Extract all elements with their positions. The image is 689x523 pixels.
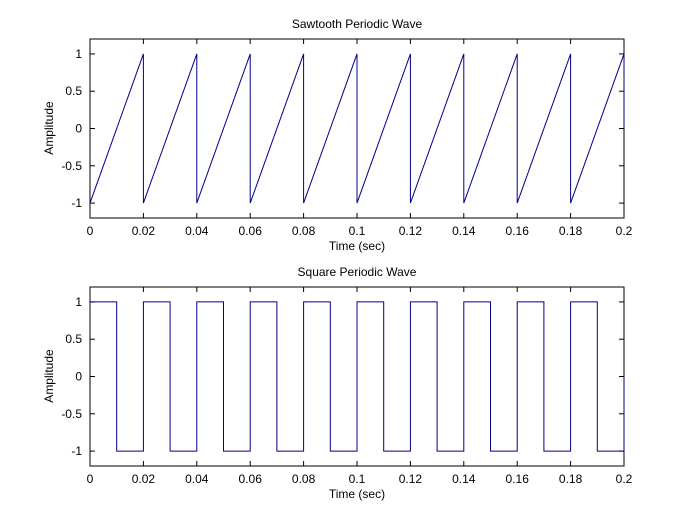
x-tick-label: 0.06 [239, 472, 263, 486]
sawtooth-ylabel: Amplitude [42, 101, 56, 155]
sawtooth-axes: 0 0.02 0.04 0.06 0.08 0.1 0.12 0.14 0.16 0.18 0.2 -… [61, 38, 633, 238]
x-tick-label: 0.14 [452, 224, 476, 238]
x-tick-label: 0.2 [616, 224, 633, 238]
x-tick-label: 0.08 [292, 472, 316, 486]
x-tick-label: 0.04 [185, 472, 209, 486]
y-tick-label: -0.5 [61, 407, 82, 421]
y-tick-label: 0 [75, 370, 82, 384]
y-tick-label: -1 [71, 196, 82, 210]
square-title: Square Periodic Wave [298, 265, 417, 279]
x-tick-label: 0.02 [132, 224, 156, 238]
x-tick-label: 0.18 [559, 472, 583, 486]
subplot-sawtooth: Sawtooth Periodic Wave Time (sec) Amplit… [42, 17, 633, 253]
x-tick-label: 0.04 [185, 224, 209, 238]
x-tick-label: 0.12 [399, 224, 423, 238]
square-xlabel: Time (sec) [329, 487, 385, 501]
x-tick-label: 0.02 [132, 472, 156, 486]
y-tick-label: -0.5 [61, 159, 82, 173]
sawtooth-series-line [89, 53, 625, 204]
y-tick-label: 0.5 [65, 332, 82, 346]
sawtooth-xlabel: Time (sec) [329, 239, 385, 253]
x-tick-label: 0.16 [506, 224, 530, 238]
x-tick-label: 0 [87, 224, 94, 238]
subplot-square: Square Periodic Wave Time (sec) Amplitud… [42, 265, 633, 501]
square-axes: 0 0.02 0.04 0.06 0.08 0.1 0.12 0.14 0.16 0.18 0.2 -… [61, 286, 633, 486]
square-ylabel: Amplitude [42, 349, 56, 403]
x-tick-label: 0.1 [349, 472, 366, 486]
x-tick-label: 0.14 [452, 472, 476, 486]
y-tick-label: 0 [75, 122, 82, 136]
y-tick-label: 1 [75, 47, 82, 61]
x-tick-label: 0.16 [506, 472, 530, 486]
square-series-line [90, 301, 625, 452]
x-tick-label: 0.06 [239, 224, 263, 238]
x-tick-label: 0.08 [292, 224, 316, 238]
x-tick-label: 0.2 [616, 472, 633, 486]
x-tick-label: 0.18 [559, 224, 583, 238]
x-tick-label: 0 [87, 472, 94, 486]
x-tick-label: 0.12 [399, 472, 423, 486]
y-tick-label: 1 [75, 295, 82, 309]
sawtooth-title: Sawtooth Periodic Wave [292, 17, 423, 31]
x-tick-label: 0.1 [349, 224, 366, 238]
y-tick-label: 0.5 [65, 84, 82, 98]
y-tick-label: -1 [71, 444, 82, 458]
